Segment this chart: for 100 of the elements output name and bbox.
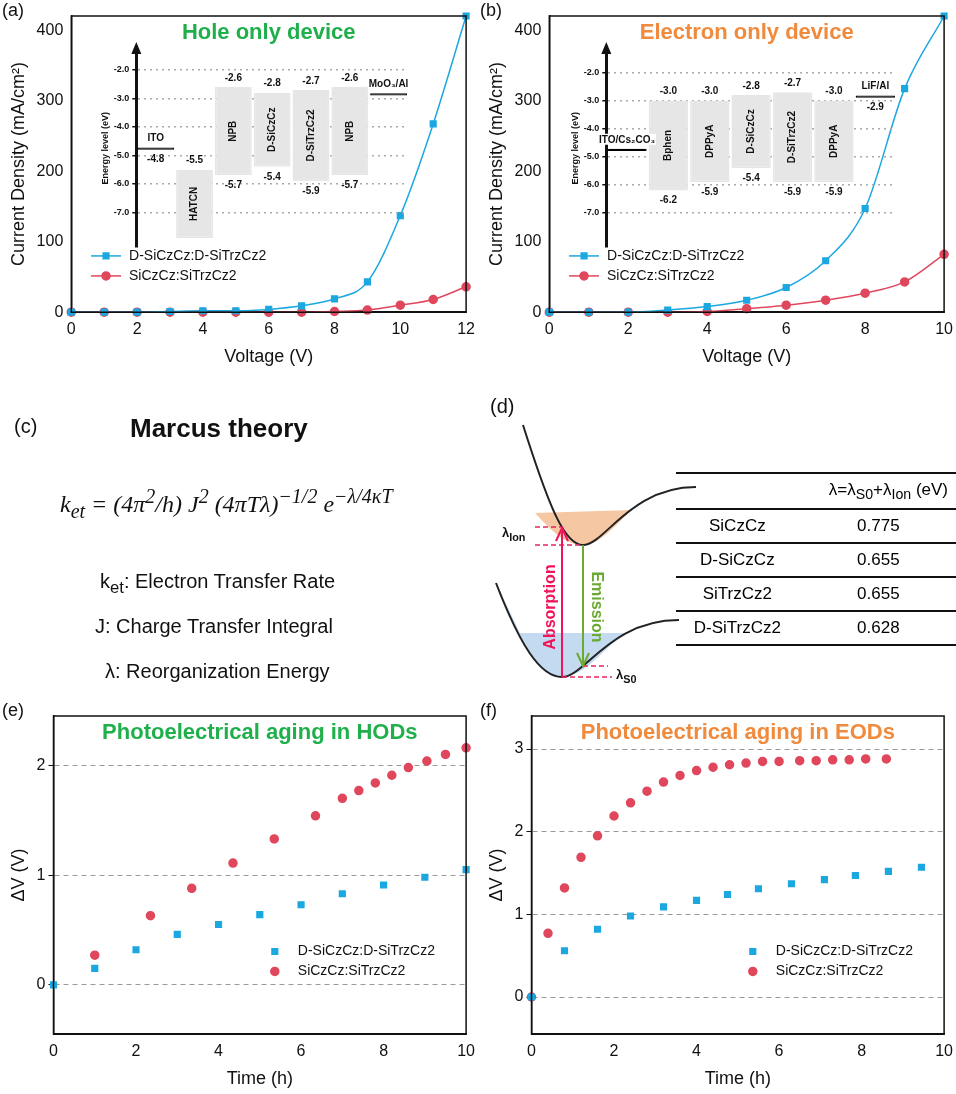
x-tick-label: 10 [457,1042,476,1060]
y-tick-label: 300 [514,91,542,109]
x-tick-label: 2 [623,320,633,338]
annotation: -2.9 [866,101,885,113]
x-tick-label: 4 [702,320,712,338]
y-tick-label: -5.0 [113,149,130,160]
data-label: 0.655 [798,543,956,578]
x-tick-label: 6 [781,320,791,338]
legend-label: D-SiCzCz:D-SiTrzCz2 [297,942,436,959]
x-tick-label: LiF/Al [861,80,890,92]
x-tick-label: 2 [132,320,142,338]
x-tick-label: HATCN [188,186,200,221]
annotation: -2.6 [341,71,359,83]
x-tick-label: 10 [935,1042,954,1060]
x-tick-label: 8 [860,320,870,338]
x-tick-label: 4 [214,1042,224,1060]
text: Emission [588,571,606,643]
text: (c) [14,415,38,438]
y-tick-label: 0 [54,302,64,320]
x-tick-label: DPPyA [703,124,715,158]
chart-title: Photoelectrical aging in HODs [102,719,418,745]
y-axis-title: Current Density (mA/cm²) [485,62,506,267]
x-axis-title: Voltage (V) [224,346,314,367]
legend-label: D-SiCzCz:D-SiTrzCz2 [775,942,914,959]
x-tick-label: D-SiCzCz [744,109,756,154]
annotation: -5.5 [185,154,204,166]
y-tick-label: 300 [36,91,64,109]
y-tick-label: 1 [514,904,524,922]
text: J: Charge Transfer Integral [95,615,333,638]
y-tick-label: 0 [514,987,524,1005]
category-label: D-SiTrzCz2 [676,611,799,646]
legend-label: D-SiCzCz:D-SiTrzCz2 [607,246,745,263]
x-tick-label: 0 [544,320,554,338]
y-axis-title: ΔV (V) [485,848,506,902]
x-tick-label: 6 [774,1042,784,1060]
y-tick-label: 200 [36,161,64,179]
chart-title: Photoelectrical aging in EODs [580,719,895,745]
x-tick-label: D-SiTrzCz2 [786,110,798,164]
y-tick-label: 2 [514,822,524,840]
y-tick-label: -4.0 [583,123,600,134]
legend-label: SiCzCz:SiTrzCz2 [607,266,715,283]
x-tick-label: 10 [935,320,954,338]
x-tick-label: MoO₃/Al [368,78,409,90]
text: λ$_{Ion}$ [502,525,526,543]
x-tick-label: NPB [227,120,239,142]
data-label: 0.628 [798,611,956,646]
annotation: -5.9 [783,185,802,197]
y-tick-label: -3.0 [113,92,130,103]
legend-label: D-SiCzCz:D-SiTrzCz2 [129,246,267,263]
annotation: -3.0 [701,85,719,97]
x-tick-label: NPB [343,120,355,142]
category-label: SiTrzCz2 [676,577,799,612]
annotation: -2.7 [783,76,802,88]
y-tick-label: 100 [36,232,64,250]
annotation: -4.8 [147,153,165,165]
text: (d) [490,395,515,418]
x-tick-label: 8 [379,1042,389,1060]
annotation: -5.4 [742,171,761,183]
legend-label: SiCzCz:SiTrzCz2 [129,266,237,283]
y-tick-label: 3 [514,739,524,757]
x-tick-label: 8 [857,1042,867,1060]
y-tick-label: -2.0 [583,66,600,77]
y-tick-label: -4.0 [113,121,130,132]
annotation: -5.9 [701,185,719,197]
category-label: SiCzCz [676,509,799,544]
legend-label: SiCzCz:SiTrzCz2 [297,962,406,979]
x-tick-label: 4 [692,1042,702,1060]
chart-title: Hole only device [181,19,356,45]
y-axis-title: Energy level (eV) [569,112,580,185]
y-axis-title: Energy level (eV) [99,112,110,185]
chart-title: Electron only device [639,19,854,45]
x-tick-label: DPPyA [827,124,839,158]
text: (b) [480,0,502,20]
x-tick-label: Bphen [662,129,674,162]
text: Marcus theory [130,413,308,444]
data-label: 0.775 [798,509,956,544]
x-axis-title: Time (h) [704,1068,771,1089]
y-tick-label: 1 [36,865,46,883]
text: Absorption [541,564,559,650]
x-tick-label: 8 [330,320,340,338]
annotation: -2.6 [224,71,243,83]
annotation: -5.4 [263,170,282,182]
y-tick-label: 400 [514,20,542,38]
y-axis-title: ΔV (V) [7,848,28,902]
y-tick-label: 0 [36,975,46,993]
x-tick-label: 2 [609,1042,619,1060]
x-tick-label: 12 [457,320,476,338]
y-tick-label: 200 [514,161,542,179]
y-tick-label: -5.0 [583,151,600,162]
x-tick-label: 6 [264,320,274,338]
x-tick-label: ITO [147,132,165,144]
annotation: -2.8 [263,77,282,89]
y-tick-label: -7.0 [583,207,600,218]
y-tick-label: -7.0 [113,206,130,217]
y-tick-label: -3.0 [583,95,600,106]
category-label: D-SiCzCz [676,543,799,578]
text: k$_{et}$ = (4π$^{2}$/h) J$^{2}$ (4πTλ)$^{−1/2}$ e$^{−λ/4κT}$ [60,485,393,522]
annotation: -5.9 [302,184,321,196]
text: (a) [2,0,24,20]
x-tick-label: 4 [198,320,208,338]
